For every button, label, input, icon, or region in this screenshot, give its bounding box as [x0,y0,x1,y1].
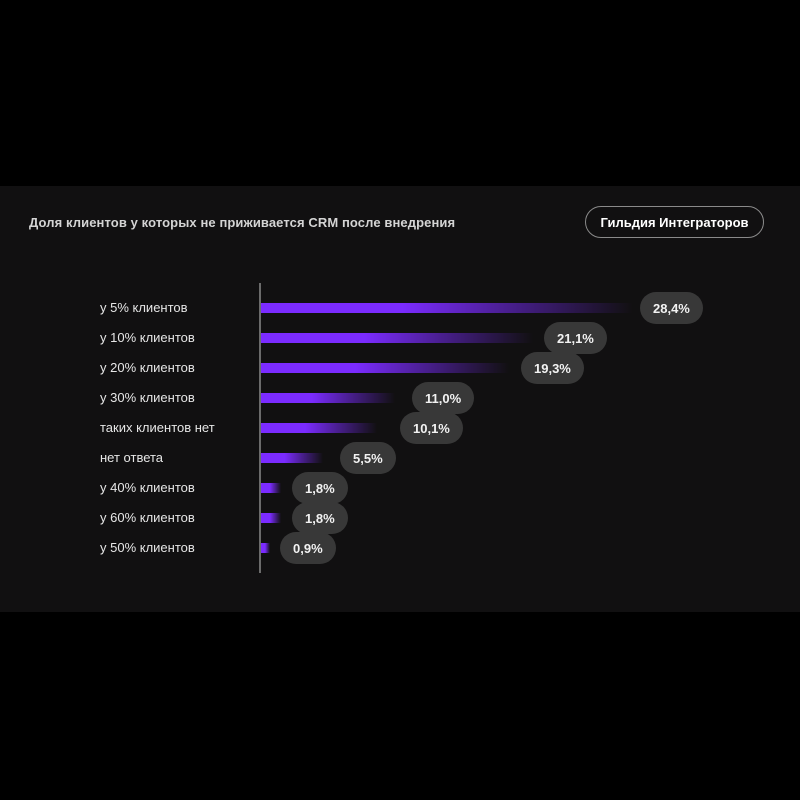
y-axis-line [259,283,261,573]
value-pill: 10,1% [400,412,463,444]
value-pill: 0,9% [280,532,336,564]
chart-title: Доля клиентов у которых не приживается C… [29,215,456,230]
bar-row: таких клиентов нет 10,1% [0,412,800,444]
value-pill: 1,8% [292,472,348,504]
chart-card: Доля клиентов у которых не приживается C… [0,186,800,612]
category-label: таких клиентов нет [100,420,215,435]
category-label: у 20% клиентов [100,360,195,375]
value-pill: 11,0% [412,382,475,414]
bar-row: у 40% клиентов 1,8% [0,472,800,504]
category-label: у 30% клиентов [100,390,195,405]
bar-row: у 30% клиентов 11,0% [0,382,800,414]
bar [261,363,509,373]
bar-row: у 10% клиентов 21,1% [0,322,800,354]
value-pill: 21,1% [544,322,607,354]
bar-row: у 60% клиентов 1,8% [0,502,800,534]
bar [261,513,281,523]
category-label: у 60% клиентов [100,510,195,525]
bar [261,483,281,493]
brand-button[interactable]: Гильдия Интеграторов [585,206,764,238]
category-label: нет ответа [100,450,164,465]
bar [261,453,323,463]
bar-row: нет ответа 5,5% [0,442,800,474]
bar [261,303,633,313]
bar [261,423,377,433]
category-label: у 50% клиентов [100,540,195,555]
value-pill: 5,5% [340,442,396,474]
bar-row: у 50% клиентов 0,9% [0,532,800,564]
category-label: у 10% клиентов [100,330,195,345]
bar-row: у 5% клиентов 28,4% [0,292,800,324]
category-label: у 5% клиентов [100,300,188,315]
bar-row: у 20% клиентов 19,3% [0,352,800,384]
value-pill: 19,3% [521,352,584,384]
value-pill: 1,8% [292,502,348,534]
bar [261,393,395,403]
bar [261,543,270,553]
bar [261,333,533,343]
category-label: у 40% клиентов [100,480,195,495]
value-pill: 28,4% [640,292,703,324]
